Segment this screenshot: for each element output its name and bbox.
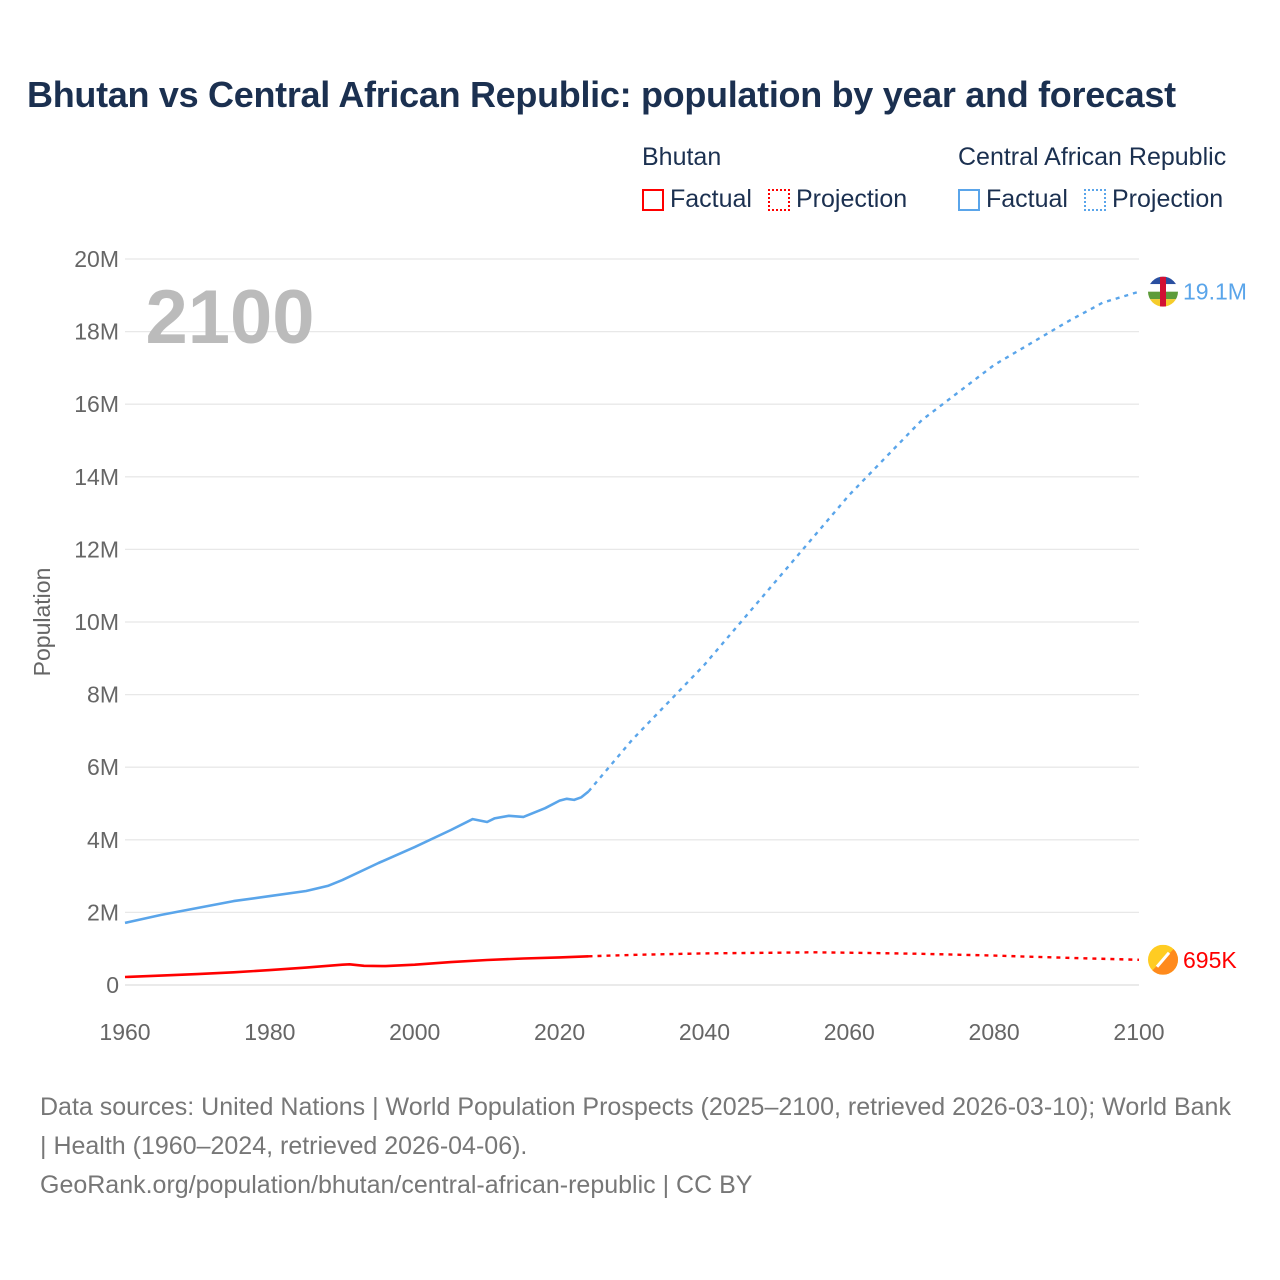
solid-swatch-icon [958,188,980,211]
footer: Data sources: United Nations | World Pop… [40,1088,1240,1205]
y-axis-label: Population [29,568,55,677]
y-tick-label: 20M [74,246,119,272]
legend-bhutan-factual[interactable]: Factual [642,185,752,214]
car-end-label: 19.1M [1183,279,1247,305]
x-tick-label: 2000 [389,1019,440,1045]
y-tick-label: 14M [74,464,119,490]
legend-label: Projection [795,185,908,213]
y-tick-label: 18M [74,319,119,345]
central-african-republic-flag-icon [1148,276,1178,307]
y-tick-label: 2M [87,899,119,925]
source-url[interactable]: GeoRank.org/population/bhutan/central-af… [40,1171,753,1199]
x-tick-label: 2060 [824,1019,875,1045]
legend-label: Projection [1111,185,1224,213]
legend-bhutan: Bhutan Factual Projection [642,143,907,214]
legend-car-title: Central African Republic [958,143,1227,171]
x-tick-label: 2080 [969,1019,1020,1045]
legend-bhutan-title: Bhutan [642,143,722,171]
y-tick-label: 16M [74,391,119,417]
x-tick-label: 2040 [679,1019,730,1045]
legend-car-factual[interactable]: Factual [958,185,1068,214]
y-tick-label: 8M [87,682,119,708]
legend-label: Factual [670,185,752,213]
chart-title: Bhutan vs Central African Republic: popu… [27,74,1176,115]
y-tick-label: 12M [74,536,119,562]
y-tick-label: 10M [74,609,119,635]
flag-stripes [1148,276,1178,307]
data-sources: Data sources: United Nations | World Pop… [40,1093,1231,1160]
legend-bhutan-projection[interactable]: Projection [767,185,908,214]
central-african-republic-factual-line [124,790,590,925]
line-chart: 0 2M 4M 6M 8M 10M 12M 14M 16M 18M 20M 1960 1980 2000 2… [29,246,1247,1045]
y-tick-label: 6M [87,754,119,780]
x-tick-label: 2100 [1113,1019,1164,1045]
solid-swatch-icon [642,188,664,211]
bhutan-projection-line [588,951,1140,961]
flag-stripe [1160,276,1166,307]
year-display: 2100 [145,275,314,360]
flag-dragon [1155,951,1171,968]
y-tick-label: 0 [106,972,119,998]
y-tick-label: 4M [87,827,119,853]
central-african-republic-projection-line [587,290,1140,793]
bhutan-end-label: 695K [1183,947,1237,973]
dotted-swatch-icon [767,188,790,211]
x-tick-label: 1960 [99,1019,150,1045]
legend-label: Factual [986,185,1068,213]
dotted-swatch-icon [1083,188,1106,211]
bhutan-factual-line [124,955,589,979]
legend-car: Central African Republic Factual Project… [958,143,1226,214]
legend-car-projection[interactable]: Projection [1083,185,1224,214]
x-tick-label: 1980 [244,1019,295,1045]
x-tick-label: 2020 [534,1019,585,1045]
flag-parts [1148,944,1178,975]
bhutan-flag-icon [1148,944,1178,975]
